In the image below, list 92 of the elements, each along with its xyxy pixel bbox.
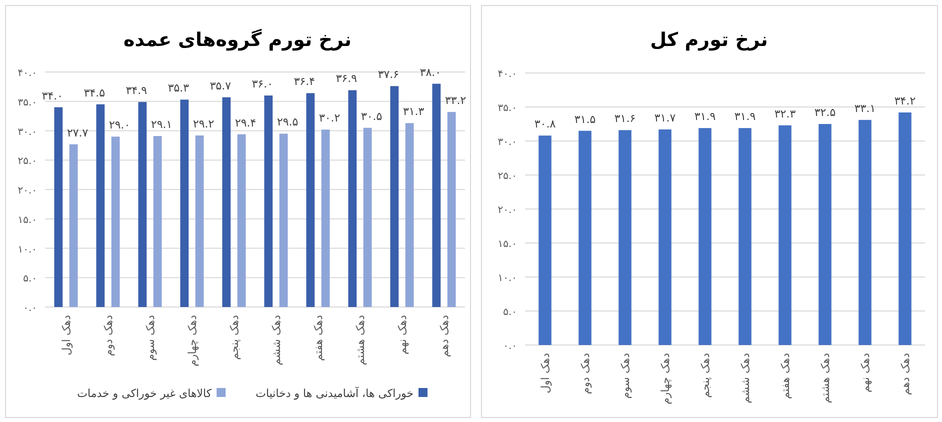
- bar: [69, 144, 78, 307]
- data-label: ۲۹.۰: [108, 118, 130, 132]
- y-tick-label: ۴۰.۰: [498, 69, 517, 80]
- data-label: ۳۱.۷: [654, 111, 676, 124]
- bar: [306, 93, 315, 307]
- x-tick-label: دهک سوم: [619, 352, 632, 399]
- y-tick-label: ۳۰.۰: [18, 126, 37, 138]
- x-tick-label: دهک نهم: [396, 314, 409, 354]
- x-tick-label: دهک اول: [60, 314, 73, 356]
- data-label: ۳۱.۹: [694, 110, 716, 124]
- x-tick-label: دهک دوم: [102, 314, 115, 356]
- data-label: ۳۸.۰: [420, 66, 442, 79]
- y-tick-label: ۲۰.۰: [18, 186, 37, 196]
- y-tick-label: ۵.۰: [503, 307, 517, 318]
- y-tick-label: ۳۰.۰: [498, 137, 517, 148]
- data-label: ۳۳.۱: [854, 102, 876, 115]
- x-tick-label: دهک ششم: [270, 314, 283, 366]
- bar: [348, 90, 357, 307]
- data-label: ۳۲.۳: [774, 107, 796, 120]
- data-label: ۳۰.۲: [318, 112, 340, 125]
- y-tick-label: ۱۰.۰: [18, 244, 37, 256]
- data-label: ۳۰.۸: [534, 118, 556, 131]
- bar: [54, 107, 63, 307]
- y-tick-label: ۱۵.۰: [498, 239, 517, 250]
- y-tick-label: ۰.۰: [23, 303, 37, 314]
- data-label: ۳۴.۹: [126, 84, 148, 97]
- y-tick-label: ۳۵.۰: [18, 97, 37, 108]
- bar: [405, 123, 414, 307]
- x-tick-label: دهک هشتم: [354, 314, 367, 366]
- data-label: ۳۴.۵: [84, 86, 106, 100]
- data-label: ۳۱.۹: [734, 110, 756, 124]
- x-tick-label: دهک هفتم: [312, 314, 325, 362]
- bar: [138, 102, 147, 307]
- x-tick-label: دهک دوم: [579, 352, 592, 394]
- data-label: ۲۹.۴: [234, 116, 256, 130]
- x-tick-label: دهک هفتم: [779, 352, 792, 400]
- data-label: ۲۹.۵: [276, 116, 298, 129]
- x-tick-label: دهک دهم: [899, 352, 912, 396]
- x-tick-label: دهک ششم: [739, 352, 752, 404]
- bar: [363, 128, 372, 307]
- data-label: ۳۱.۶: [614, 112, 636, 126]
- y-tick-label: ۲۵.۰: [18, 156, 37, 168]
- bar: [237, 134, 246, 307]
- y-tick-label: ۳۵.۰: [498, 103, 517, 114]
- y-tick-label: ۱۵.۰: [18, 214, 37, 226]
- bar: [279, 134, 288, 307]
- bar: [432, 84, 441, 307]
- bar: [222, 97, 231, 307]
- bar: [264, 96, 273, 307]
- x-tick-label: دهک هشتم: [819, 352, 832, 404]
- bar: [180, 100, 189, 307]
- bar: [390, 86, 399, 307]
- y-tick-label: ۰.۰: [503, 341, 517, 352]
- chart-title: نرخ تورم گروه‌های عمده: [124, 28, 352, 51]
- x-tick-label: دهک نهم: [859, 352, 872, 392]
- data-label: ۳۴.۲: [894, 94, 916, 108]
- data-label: ۳۶.۴: [294, 75, 316, 88]
- data-label: ۳۱.۵: [574, 112, 596, 126]
- x-tick-label: دهک دهم: [438, 314, 451, 358]
- data-label: ۳۳.۲: [444, 94, 466, 107]
- bar: [195, 135, 204, 307]
- x-tick-label: دهک اول: [539, 352, 552, 394]
- y-tick-label: ۱۰.۰: [498, 273, 517, 284]
- y-tick-label: ۴۰.۰: [18, 68, 37, 79]
- bar: [111, 136, 120, 307]
- data-label: ۳۶.۰: [252, 78, 274, 90]
- y-tick-label: ۵.۰: [23, 274, 37, 285]
- data-label: ۳۶.۹: [336, 72, 358, 86]
- data-label: ۳۴.۰: [42, 89, 64, 102]
- chart-title: نرخ تورم کل: [650, 29, 768, 51]
- data-label: ۲۷.۷: [66, 126, 88, 140]
- bar: [96, 104, 105, 307]
- x-tick-label: دهک سوم: [144, 314, 157, 361]
- y-tick-label: ۲۰.۰: [498, 205, 517, 216]
- data-label: ۲۹.۱: [150, 118, 172, 132]
- x-tick-label: دهک چهارم: [659, 352, 672, 404]
- bar: [153, 136, 162, 307]
- legend-label: خوراکی ها، آشامیدنی ها و دخانیات: [256, 386, 414, 400]
- data-label: ۲۹.۲: [192, 117, 214, 130]
- bar: [321, 130, 330, 307]
- data-label: ۳۵.۷: [210, 79, 232, 92]
- x-tick-label: دهک پنجم: [699, 352, 712, 398]
- data-label: ۳۷.۶: [378, 68, 400, 82]
- legend-label: کالاهای غیر خوراکی و خدمات: [77, 387, 212, 400]
- data-label: ۳۲.۵: [814, 106, 836, 119]
- x-tick-label: دهک پنجم: [228, 314, 241, 360]
- bar: [447, 112, 456, 307]
- y-tick-label: ۲۵.۰: [498, 171, 517, 182]
- data-label: ۳۱.۳: [402, 105, 424, 118]
- x-tick-label: دهک چهارم: [186, 314, 199, 366]
- data-label: ۳۵.۳: [168, 82, 190, 95]
- data-label: ۳۰.۵: [360, 110, 382, 123]
